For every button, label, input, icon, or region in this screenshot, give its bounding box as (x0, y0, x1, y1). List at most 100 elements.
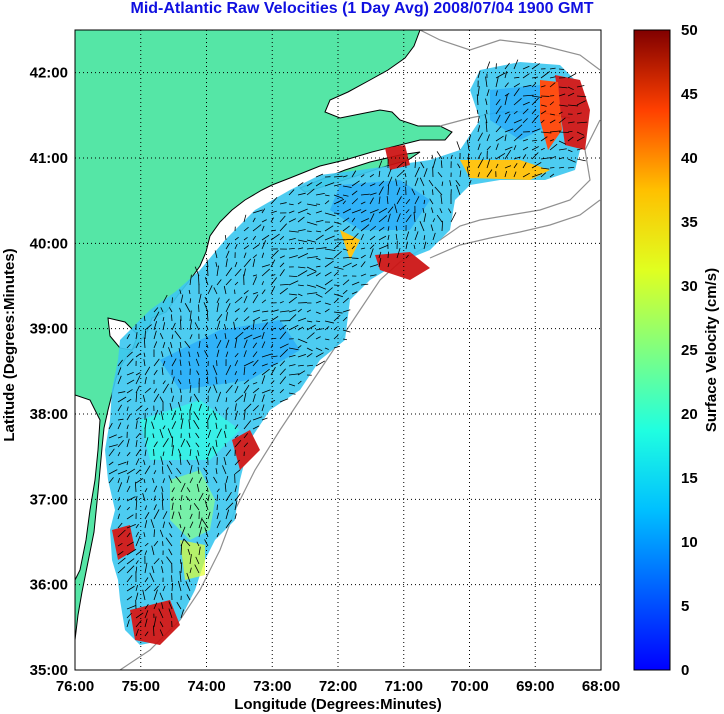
vector-arrow (252, 382, 258, 385)
vector-arrow (261, 341, 266, 349)
vector-arrow (261, 310, 269, 313)
vector-arrow (495, 114, 501, 124)
vector-arrow (261, 375, 266, 385)
vector-arrow (324, 200, 330, 205)
vector-arrow (216, 512, 220, 520)
vector-arrow (378, 257, 382, 268)
vector-arrow (152, 625, 155, 637)
vector-arrow (351, 291, 358, 295)
vector-arrow (216, 302, 220, 313)
vector-arrow (342, 185, 352, 188)
vector-arrow (185, 496, 191, 502)
vector-arrow (171, 502, 174, 511)
vector-arrow (207, 494, 210, 502)
vector-arrow (126, 485, 131, 493)
vector-arrow (153, 369, 158, 376)
vector-arrow (261, 252, 265, 259)
vector-arrow (387, 206, 394, 214)
vector-arrow (143, 479, 146, 484)
vector-arrow (216, 428, 222, 439)
vector-arrow (126, 398, 132, 403)
vector-arrow (142, 394, 146, 403)
vector-arrow (351, 225, 357, 232)
vector-arrow (204, 334, 209, 340)
vector-arrow (531, 76, 538, 79)
vector-arrow (306, 221, 318, 226)
vector-arrow (531, 108, 537, 115)
vector-arrow (270, 309, 279, 313)
vector-arrow (223, 456, 227, 466)
vector-arrow (161, 560, 164, 565)
vector-arrow (342, 279, 350, 286)
vector-arrow (135, 478, 144, 484)
vector-arrow (549, 101, 555, 106)
vector-arrow (197, 466, 200, 475)
vector-arrow (177, 448, 182, 457)
vector-arrow (522, 94, 534, 97)
vector-arrow (360, 182, 366, 187)
vector-arrow (414, 166, 420, 178)
vector-arrow (161, 565, 164, 574)
vector-arrow (144, 610, 149, 619)
vector-arrow (351, 209, 362, 214)
vector-arrow (144, 512, 150, 520)
vector-arrow (306, 292, 318, 295)
vector-arrow (558, 111, 563, 115)
vector-arrow (360, 174, 365, 178)
vector-arrow (360, 247, 366, 250)
vector-arrow (324, 279, 333, 286)
vector-arrow (369, 244, 375, 250)
vector-arrow (440, 160, 443, 169)
vector-arrow (153, 558, 160, 565)
vector-arrow (484, 113, 488, 124)
vector-arrow (180, 562, 183, 574)
vector-arrow (117, 461, 127, 466)
vector-arrow (531, 139, 538, 142)
vector-arrow (279, 324, 287, 331)
x-tick-label: 73:00 (253, 678, 291, 695)
vector-arrow (216, 279, 222, 286)
vector-arrow (387, 213, 391, 223)
vector-arrow (168, 475, 173, 484)
vector-arrow (558, 140, 567, 145)
vector-arrow (168, 608, 173, 619)
vector-arrow (212, 446, 218, 457)
vector-arrow (243, 290, 249, 295)
vector-arrow (297, 192, 306, 196)
vector-arrow (252, 371, 257, 376)
vector-arrow (513, 171, 517, 178)
vector-arrow (180, 438, 186, 448)
vector-arrow (449, 180, 452, 187)
vector-arrow (477, 152, 482, 160)
vector-arrow (225, 519, 232, 529)
y-tick-label: 42:00 (30, 65, 68, 82)
vector-arrow (206, 487, 209, 493)
vector-arrow (540, 157, 552, 160)
vector-arrow (414, 231, 419, 241)
vector-arrow (243, 258, 252, 268)
colorbar-tick: 25 (681, 342, 698, 359)
vector-arrow (395, 178, 398, 187)
vector-arrow (513, 76, 520, 79)
vector-arrow (288, 280, 299, 286)
vector-arrow (225, 407, 229, 412)
vector-arrow (168, 548, 173, 556)
vector-arrow (270, 355, 278, 358)
vector-arrow (297, 338, 308, 344)
vector-arrow (179, 359, 182, 367)
vector-arrow (234, 308, 240, 313)
vector-arrow (351, 190, 358, 196)
vector-arrow (549, 76, 556, 79)
x-tick-label: 70:00 (450, 678, 488, 695)
vector-arrow (126, 524, 136, 529)
vector-arrow (108, 448, 115, 457)
vector-arrow (168, 347, 173, 358)
vector-arrow (436, 151, 443, 160)
vector-arrow (486, 145, 491, 151)
velocity-vectors (108, 59, 588, 637)
vector-arrow (162, 451, 165, 457)
vector-arrow (306, 309, 312, 313)
vector-arrow (135, 342, 139, 349)
vector-arrow (333, 194, 344, 199)
vector-arrow (432, 189, 434, 196)
